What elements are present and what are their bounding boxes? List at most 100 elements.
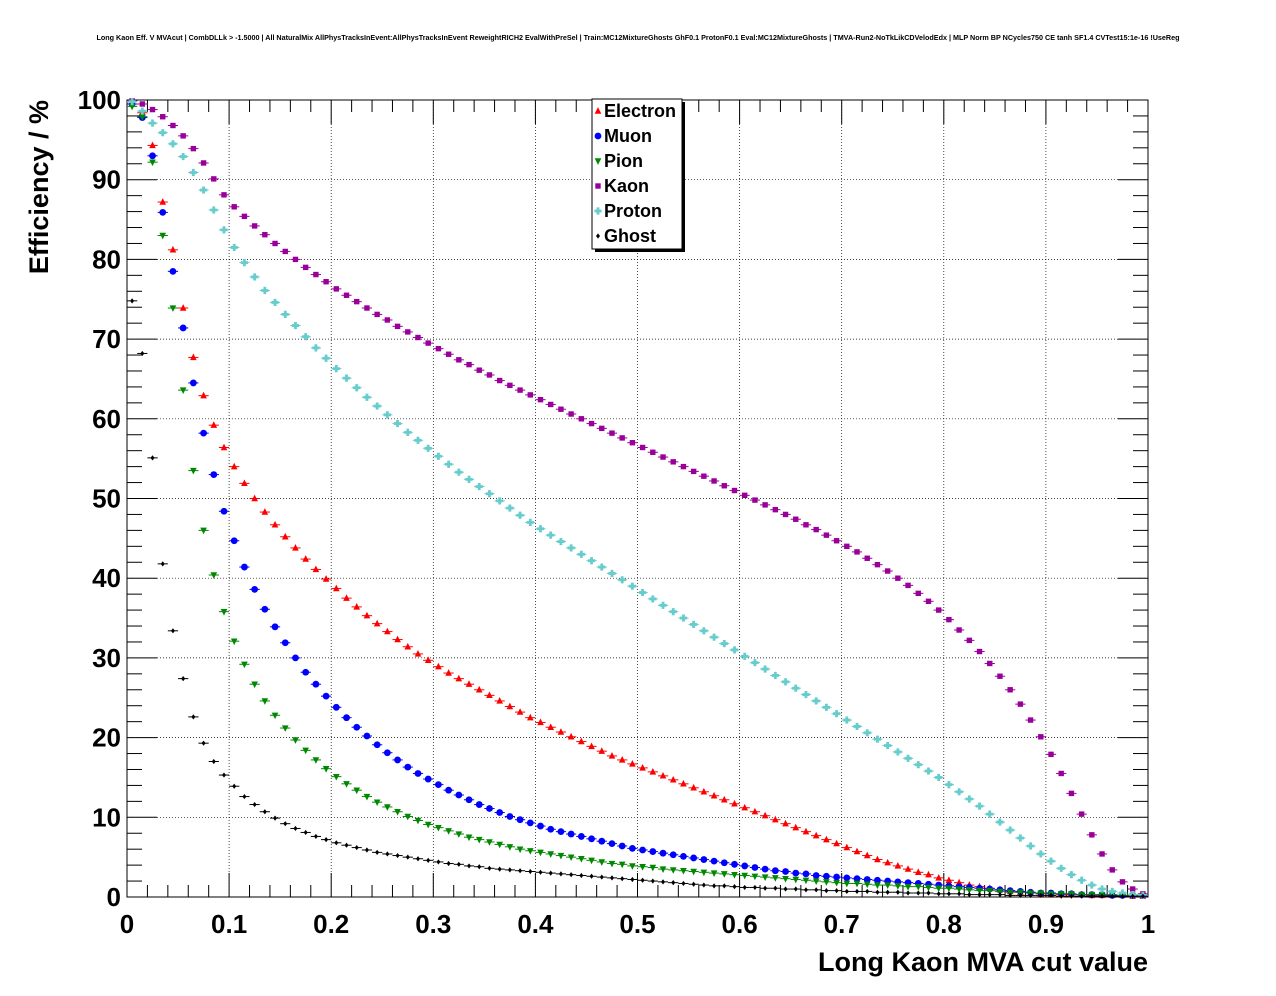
legend-marker-ghost bbox=[596, 233, 600, 239]
data-point-electron bbox=[608, 752, 616, 759]
data-point-muon bbox=[833, 873, 840, 881]
x-tick-label: 0.1 bbox=[211, 909, 247, 939]
data-point-electron bbox=[833, 839, 840, 847]
data-point-kaon bbox=[211, 176, 217, 182]
data-point-proton bbox=[159, 129, 167, 137]
data-point-pion bbox=[251, 681, 258, 689]
data-point-pion bbox=[690, 868, 697, 876]
data-point-pion bbox=[271, 712, 279, 720]
data-point-electron bbox=[680, 779, 687, 787]
data-point-electron bbox=[414, 650, 422, 657]
y-tick-label: 60 bbox=[92, 404, 121, 434]
data-point-electron bbox=[884, 858, 891, 866]
data-point-proton bbox=[465, 475, 473, 483]
data-point-ghost bbox=[650, 878, 655, 884]
data-point-kaon bbox=[854, 549, 860, 555]
data-point-electron bbox=[149, 141, 156, 149]
data-point-muon bbox=[822, 872, 830, 880]
data-point-kaon bbox=[302, 264, 309, 271]
data-point-pion bbox=[976, 887, 983, 895]
data-point-electron bbox=[292, 544, 299, 551]
data-point-pion bbox=[863, 881, 871, 889]
data-point-kaon bbox=[405, 329, 411, 335]
data-point-pion bbox=[516, 846, 524, 854]
y-tick-label: 0 bbox=[107, 882, 121, 912]
data-point-muon bbox=[404, 763, 412, 771]
data-point-electron bbox=[394, 635, 401, 643]
data-point-muon bbox=[486, 805, 493, 812]
data-point-ghost bbox=[569, 872, 574, 878]
data-point-muon bbox=[312, 680, 320, 688]
data-point-proton bbox=[1067, 871, 1076, 879]
data-point-proton bbox=[353, 384, 361, 392]
data-point-proton bbox=[914, 761, 922, 769]
data-point-ghost bbox=[446, 860, 451, 867]
data-point-ghost bbox=[548, 870, 553, 876]
data-point-proton bbox=[1057, 864, 1065, 872]
data-point-pion bbox=[261, 698, 269, 705]
data-point-kaon bbox=[517, 387, 523, 393]
data-point-pion bbox=[680, 867, 687, 875]
data-point-kaon bbox=[966, 637, 973, 644]
data-point-kaon bbox=[323, 279, 329, 285]
data-point-kaon bbox=[394, 323, 401, 330]
data-point-kaon bbox=[333, 286, 340, 292]
data-point-ghost bbox=[252, 801, 257, 808]
data-point-ghost bbox=[906, 890, 911, 896]
data-point-muon bbox=[149, 152, 156, 160]
data-point-kaon bbox=[864, 555, 870, 561]
data-point-pion bbox=[373, 799, 381, 807]
data-point-ghost bbox=[824, 888, 829, 894]
data-point-kaon bbox=[507, 382, 513, 389]
data-point-kaon bbox=[599, 425, 605, 432]
y-tick-label: 30 bbox=[92, 643, 121, 673]
data-point-kaon bbox=[496, 377, 503, 384]
data-point-electron bbox=[363, 611, 371, 619]
data-point-proton bbox=[863, 729, 871, 737]
data-point-pion bbox=[720, 871, 728, 878]
data-point-proton bbox=[189, 168, 197, 177]
data-point-muon bbox=[639, 846, 647, 854]
data-point-proton bbox=[547, 531, 555, 539]
data-point-kaon bbox=[987, 660, 993, 667]
data-point-pion bbox=[128, 103, 136, 111]
data-point-pion bbox=[179, 387, 187, 395]
data-point-kaon bbox=[660, 454, 666, 460]
data-point-pion bbox=[394, 809, 401, 816]
data-point-kaon bbox=[803, 522, 809, 528]
data-point-muon bbox=[771, 867, 779, 875]
data-point-ghost bbox=[436, 859, 441, 865]
data-point-kaon bbox=[435, 345, 442, 352]
data-point-proton bbox=[148, 119, 157, 127]
data-point-kaon bbox=[456, 357, 462, 363]
data-point-kaon bbox=[731, 487, 738, 494]
data-point-ghost bbox=[130, 298, 135, 304]
data-point-pion bbox=[496, 841, 503, 849]
data-point-ghost bbox=[344, 842, 349, 848]
data-point-electron bbox=[373, 619, 381, 627]
data-point-proton bbox=[271, 298, 279, 307]
y-tick-label: 20 bbox=[92, 723, 121, 753]
data-point-ghost bbox=[712, 883, 717, 889]
legend-label-electron: Electron bbox=[604, 101, 676, 121]
data-point-ghost bbox=[364, 847, 369, 853]
data-point-ghost bbox=[1059, 893, 1064, 899]
data-point-proton bbox=[904, 754, 912, 762]
data-point-ghost bbox=[773, 885, 778, 891]
data-point-ghost bbox=[701, 882, 706, 888]
data-point-pion bbox=[598, 859, 606, 866]
data-point-pion bbox=[475, 836, 483, 844]
data-point-pion bbox=[333, 773, 340, 781]
data-point-muon bbox=[567, 830, 575, 838]
data-point-ghost bbox=[732, 884, 737, 890]
data-point-electron bbox=[700, 787, 708, 795]
data-point-proton bbox=[1078, 876, 1086, 884]
data-point-pion bbox=[281, 725, 289, 732]
x-tick-label: 0.2 bbox=[313, 909, 349, 939]
data-point-pion bbox=[567, 854, 575, 862]
data-point-electron bbox=[792, 823, 800, 831]
data-point-proton bbox=[1088, 881, 1096, 889]
data-point-muon bbox=[598, 837, 606, 845]
data-point-muon bbox=[680, 852, 687, 860]
